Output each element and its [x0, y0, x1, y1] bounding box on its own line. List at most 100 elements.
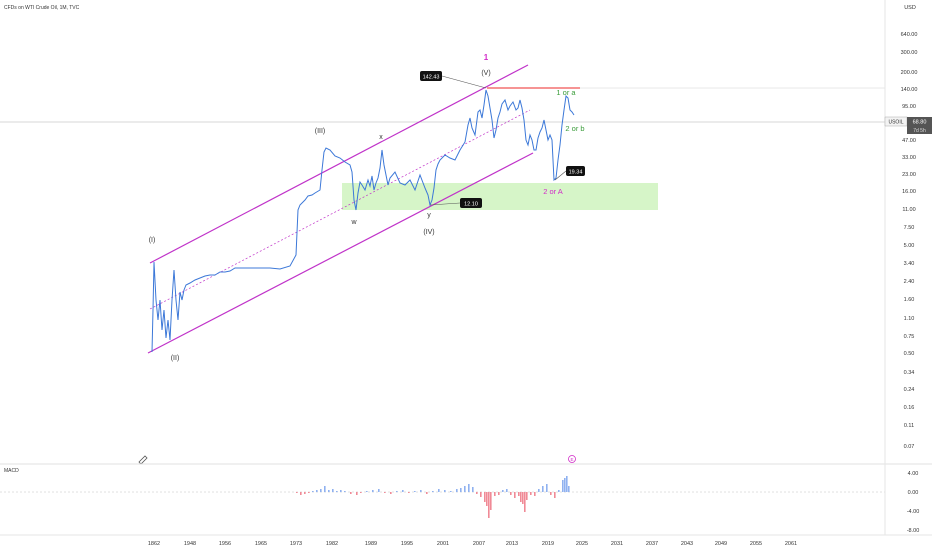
macd-bar	[522, 492, 524, 504]
time-tick-label: 2013	[506, 541, 518, 547]
events-icon[interactable]: E	[568, 455, 576, 463]
macd-bar	[550, 492, 552, 495]
wave-label-II: (II)	[171, 355, 180, 362]
price-tick-label: 0.16	[904, 405, 915, 411]
time-tick-label: 1989	[365, 541, 377, 547]
macd-bar	[494, 492, 496, 496]
macd-tick-label: 4.00	[908, 471, 919, 477]
currency-label: USD	[904, 5, 916, 11]
macd-bar	[408, 492, 410, 493]
macd-bar	[456, 489, 458, 492]
macd-bar	[490, 492, 492, 510]
macd-bar	[518, 492, 520, 496]
macd-tick-label: -4.00	[907, 509, 920, 515]
price-tick-label: 0.24	[904, 387, 915, 393]
macd-bar	[486, 492, 488, 506]
macd-bar	[476, 492, 478, 494]
macd-bar	[366, 491, 368, 492]
macd-bar	[558, 490, 560, 492]
macd-bar	[328, 490, 330, 492]
time-tick-label: 1982	[326, 541, 338, 547]
macd-bar	[324, 486, 326, 492]
macd-bar	[564, 478, 566, 492]
time-tick-label: 2055	[750, 541, 762, 547]
macd-bar	[320, 489, 322, 492]
macd-bar	[472, 487, 474, 492]
time-tick-label: 1956	[219, 541, 231, 547]
symbol-tag: USOIL	[888, 120, 903, 126]
last-price-box	[907, 117, 932, 126]
macd-bar	[308, 492, 310, 493]
time-tick-label: 2037	[646, 541, 658, 547]
macd-bar	[316, 490, 318, 492]
macd-bar	[344, 491, 346, 492]
price-label-142: 142.43	[423, 75, 440, 81]
macd-bar	[526, 492, 528, 500]
wave-label-2-or-b: 2 or b	[565, 124, 584, 133]
price-tick-label: 2.40	[904, 279, 915, 285]
macd-bar	[340, 490, 342, 492]
macd-tick-label: 0.00	[908, 490, 919, 496]
macd-bar	[468, 484, 470, 492]
macd-bar	[402, 490, 404, 492]
time-tick-label: 2019	[542, 541, 554, 547]
time-axis[interactable]: 1862 1948 1956 1965 1973 1982 1989 1995 2001 2007…	[148, 541, 797, 547]
time-tick-label: 2061	[785, 541, 797, 547]
price-label-19: 19.34	[569, 170, 583, 176]
time-tick-label: 2049	[715, 541, 727, 547]
price-label-12: 12.10	[464, 202, 478, 208]
time-tick-label: 1965	[255, 541, 267, 547]
macd-bar	[534, 492, 536, 496]
macd-bar	[426, 492, 428, 494]
wave-label-w: w	[350, 219, 357, 226]
price-tick-label: 11.00	[902, 207, 915, 213]
macd-bar	[444, 490, 446, 492]
macd-bar	[356, 492, 358, 495]
macd-bar	[460, 488, 462, 492]
wave-label-1-or-a: 1 or a	[556, 88, 576, 97]
macd-bar	[296, 492, 298, 493]
price-tick-label: 1.10	[904, 316, 915, 322]
macd-bar	[524, 492, 526, 512]
macd-bar	[378, 489, 380, 492]
label-connector-12	[429, 202, 461, 206]
macd-bar	[450, 491, 452, 492]
macd-tick-label: -8.00	[907, 528, 920, 534]
time-tick-label: 2001	[437, 541, 449, 547]
macd-bar	[568, 486, 570, 492]
price-tick-label: 0.34	[904, 370, 915, 376]
macd-bar	[542, 486, 544, 492]
wave-label-2-or-A: 2 or A	[543, 187, 563, 196]
macd-bar	[498, 492, 500, 495]
macd-bar	[438, 489, 440, 492]
macd-bar	[484, 492, 486, 502]
price-tick-label: 33.00	[902, 155, 916, 161]
price-tick-label: 0.07	[904, 444, 915, 450]
support-zone	[342, 183, 658, 210]
channel-mid-line	[149, 109, 531, 310]
price-tick-label: 140.00	[901, 87, 918, 93]
macd-bar	[312, 491, 314, 492]
countdown-box	[907, 126, 932, 134]
price-tick-label: 5.00	[904, 243, 915, 249]
chart-title: CFDs on WTI Crude Oil, 1M, TVC	[4, 5, 80, 11]
wave-label-IV: (IV)	[423, 229, 434, 236]
price-tick-label: 200.00	[901, 70, 918, 76]
price-label-19-box	[566, 166, 585, 176]
macd-bar	[464, 486, 466, 492]
price-tick-label: 23.00	[902, 172, 916, 178]
price-axis[interactable]: 640.00 300.00 200.00 140.00 95.00 47.00 33.00 2…	[901, 32, 918, 450]
wave-label-x: x	[379, 134, 383, 141]
macd-bar	[502, 490, 504, 492]
macd-bar	[566, 476, 568, 492]
macd-histogram	[296, 476, 570, 518]
macd-bar	[350, 492, 352, 494]
time-tick-label: 2025	[576, 541, 588, 547]
macd-bar	[396, 491, 398, 492]
macd-bar	[420, 490, 422, 492]
macd-bar	[332, 489, 334, 492]
price-tick-label: 300.00	[901, 50, 918, 56]
pencil-icon[interactable]	[138, 455, 148, 465]
price-series-line	[151, 89, 575, 353]
label-connector-19	[554, 170, 567, 181]
